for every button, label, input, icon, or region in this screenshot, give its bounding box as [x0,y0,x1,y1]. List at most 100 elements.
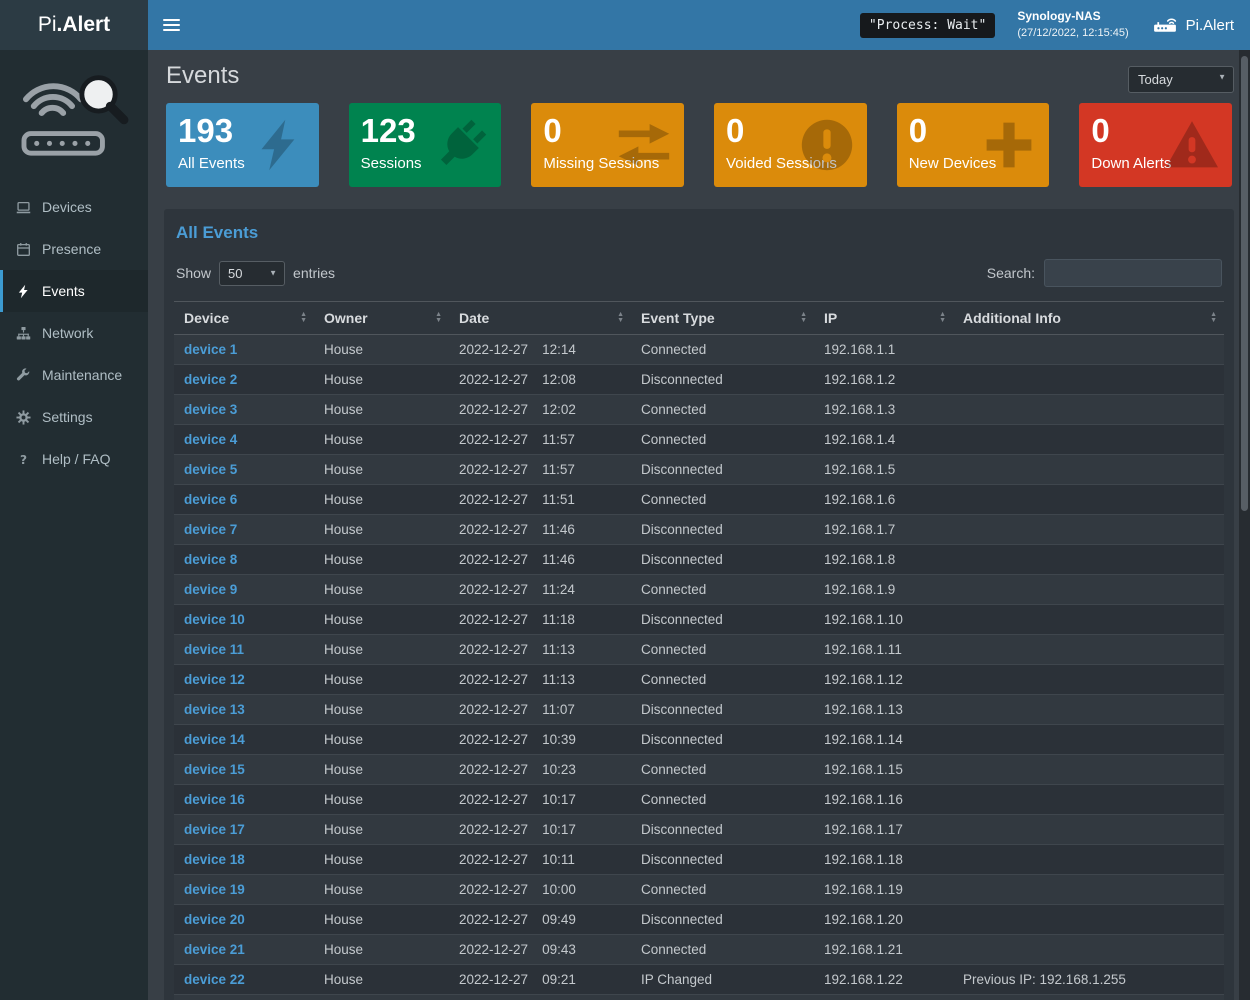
device-cell: device 9 [174,574,314,605]
date-cell: 2022-12-27 09:43 [449,934,631,965]
summary-card-missing-sessions[interactable]: 0 Missing Sessions [531,103,685,187]
device-link[interactable]: device 1 [184,342,238,357]
time-value: 11:07 [542,702,575,717]
info-cell [953,544,1224,575]
content-header: Events Today [164,60,1234,93]
page-size-select[interactable]: 50 [219,260,286,286]
card-label: Sessions [360,154,422,172]
search-input[interactable] [1044,259,1222,287]
date-cell: 2022-12-27 12:14 [449,334,631,365]
date-value: 2022-12-27 [459,432,529,447]
device-link[interactable]: device 9 [184,582,238,597]
svg-text:?: ? [19,452,26,466]
time-value: 10:17 [542,822,576,837]
device-link[interactable]: device 13 [184,702,245,717]
date-value: 2022-12-27 [459,582,529,597]
sort-icon: ▲ ▼ [939,311,946,324]
app-chip[interactable]: Pi.Alert [1153,13,1234,37]
info-cell [953,904,1224,935]
time-value: 12:02 [542,402,576,417]
sidebar-item-events[interactable]: Events [0,270,148,312]
card-value: 0 [908,112,928,149]
owner-cell: House [314,604,449,635]
device-link[interactable]: device 5 [184,462,238,477]
device-link[interactable]: device 4 [184,432,238,447]
column-header-date[interactable]: Date ▲ ▼ [449,301,631,335]
device-link[interactable]: device 12 [184,672,245,687]
device-cell: device 23 [174,994,314,1000]
device-link[interactable]: device 6 [184,492,238,507]
event-type-cell: Connected [631,334,814,365]
sidebar-item-devices[interactable]: Devices [0,186,148,228]
device-link[interactable]: device 17 [184,822,245,837]
column-header-ip[interactable]: IP ▲ ▼ [814,301,953,335]
column-header-owner[interactable]: Owner ▲ ▼ [314,301,449,335]
device-link[interactable]: device 16 [184,792,245,807]
date-value: 2022-12-27 [459,792,529,807]
device-link[interactable]: device 10 [184,612,245,627]
laptop-icon [14,200,32,215]
date-value: 2022-12-27 [459,762,529,777]
date-cell: 2022-12-27 11:07 [449,694,631,725]
device-link[interactable]: device 15 [184,762,245,777]
summary-card-all-events[interactable]: 193 All Events [166,103,319,187]
sidebar-item-label: Devices [42,199,92,215]
summary-card-sessions[interactable]: 123 Sessions [348,103,502,187]
table-row: device 21 House 2022-12-27 09:43 Connected 19… [174,934,1224,965]
host-info: Synology-NAS (27/12/2022, 12:15:45) [1017,8,1128,41]
date-value: 2022-12-27 [459,822,529,837]
event-type-cell: Connected [631,634,814,665]
sidebar-item-maintenance[interactable]: Maintenance [0,354,148,396]
sidebar-item-presence[interactable]: Presence [0,228,148,270]
ip-cell: 192.168.1.6 [814,484,953,515]
device-link[interactable]: device 7 [184,522,238,537]
sidebar-item-settings[interactable]: Settings [0,396,148,438]
device-link[interactable]: device 2 [184,372,238,387]
summary-card-voided-sessions[interactable]: 0 Voided Sessions [714,103,867,187]
info-cell [953,724,1224,755]
date-cell: 2022-12-27 10:11 [449,844,631,875]
period-select[interactable]: Today [1128,66,1234,93]
card-value: 0 [726,112,745,149]
ip-cell: 192.168.1.14 [814,724,953,755]
device-link[interactable]: device 8 [184,552,238,567]
sidebar-item-network[interactable]: Network [0,312,148,354]
sidebar-menu: Devices Presence Events Network Maintenance S… [0,186,148,480]
summary-card-down-alerts[interactable]: 0 Down Alerts [1079,103,1233,187]
summary-card-new-devices[interactable]: 0 New Devices [896,103,1050,187]
sidebar-item-help-faq[interactable]: ? Help / FAQ [0,438,148,480]
event-type-cell: Disconnected [631,814,814,845]
column-header-event-type[interactable]: Event Type ▲ ▼ [631,301,814,335]
info-cell [953,394,1224,425]
time-value: 09:49 [542,912,576,927]
brand-bold: .Alert [56,13,111,36]
device-link[interactable]: device 19 [184,882,245,897]
brand-logo[interactable]: Pi .Alert [0,0,148,50]
device-link[interactable]: device 22 [184,972,245,987]
device-link[interactable]: device 20 [184,912,245,927]
event-type-cell: Disconnected [631,604,814,635]
device-cell: device 17 [174,814,314,845]
column-header-device[interactable]: Device ▲ ▼ [174,301,314,335]
column-label: Date [459,310,490,326]
scrollbar[interactable] [1239,50,1250,1000]
device-link[interactable]: device 11 [184,642,245,657]
device-cell: device 16 [174,784,314,815]
device-link[interactable]: device 21 [184,942,245,957]
device-cell: device 8 [174,544,314,575]
ip-cell: 192.168.1.16 [814,784,953,815]
column-header-additional-info[interactable]: Additional Info ▲ ▼ [953,301,1224,335]
sidebar: Devices Presence Events Network Maintenance S… [0,50,148,1000]
device-link[interactable]: device 14 [184,732,245,747]
scrollbar-thumb[interactable] [1241,56,1248,511]
date-cell: 2022-12-27 11:57 [449,454,631,485]
calendar-icon [14,242,32,257]
sort-icon: ▲ ▼ [617,311,624,324]
device-link[interactable]: device 3 [184,402,238,417]
table-row: device 20 House 2022-12-27 09:49 Disconnecte… [174,904,1224,935]
time-value: 11:51 [542,492,575,507]
date-cell: 2022-12-27 11:57 [449,424,631,455]
sidebar-toggle-button[interactable] [148,0,194,50]
pialert-logo [0,50,148,172]
device-link[interactable]: device 18 [184,852,245,867]
